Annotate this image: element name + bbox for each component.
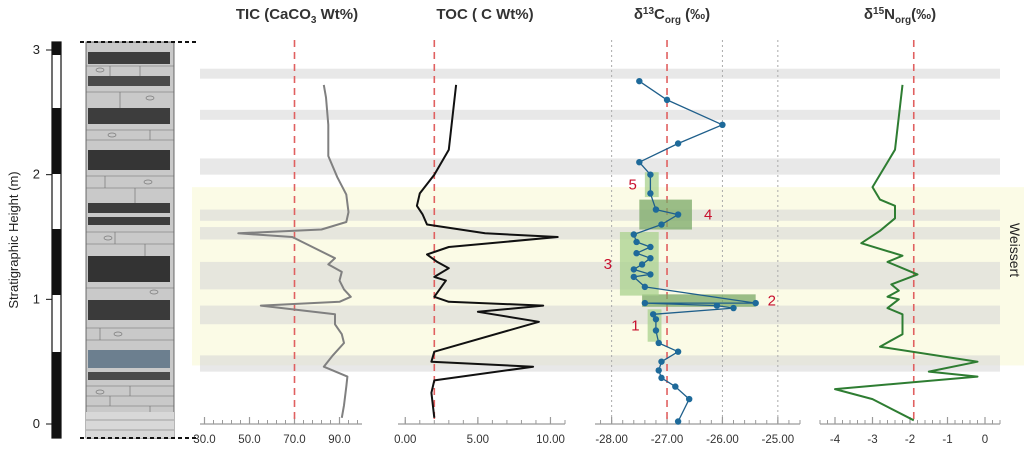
grey-band [200, 261, 1000, 290]
x-tick-label: 0 [982, 434, 988, 446]
x-tick-label: 50.0 [238, 434, 260, 446]
y-axis-ticks: 0 1 2 3 [33, 42, 52, 431]
weissert-event-label: Weissert [1007, 223, 1023, 277]
data-point [752, 299, 759, 307]
lithology-column [80, 41, 196, 439]
data-point [630, 266, 637, 273]
data-point [652, 206, 660, 213]
data-point [658, 358, 665, 365]
toc-panel: 0.00 5.00 10.00 [394, 40, 566, 446]
data-point [674, 140, 682, 147]
tic-series-line [237, 84, 352, 418]
grey-band [200, 109, 1000, 120]
scale-bar [51, 41, 62, 439]
data-point [658, 374, 665, 382]
data-point [647, 243, 654, 251]
data-point [713, 302, 721, 309]
d13c-panel: -28.00 -27.00 -26.00 -25.00 1 2 3 4 5 [595, 40, 801, 446]
interval-box [639, 199, 692, 230]
data-point [630, 231, 637, 238]
x-tick-label: 90.0 [328, 434, 350, 446]
data-point [663, 96, 671, 104]
data-point [641, 299, 649, 307]
data-point [647, 190, 654, 197]
interval-label: 4 [704, 207, 712, 224]
x-tick-label: 0.00 [394, 434, 416, 446]
x-tick-label: -2 [905, 434, 915, 446]
data-point [647, 171, 654, 178]
data-point [719, 121, 726, 128]
data-point [647, 254, 654, 262]
x-tick-label: -25.00 [762, 434, 795, 446]
toc-panel-title: TOC ( C Wt%) [436, 6, 533, 23]
x-tick-label: -28.00 [595, 434, 628, 446]
x-tick-label: -27.00 [651, 434, 684, 446]
d15n-panel: -4 -3 -2 -1 0 [819, 40, 1001, 446]
interval-label: 3 [604, 256, 612, 273]
data-point [655, 339, 662, 347]
data-point [674, 348, 682, 355]
grey-band [200, 355, 1000, 372]
x-tick-label: -26.00 [706, 434, 739, 446]
data-point [674, 211, 682, 218]
data-point [633, 250, 640, 257]
grey-band [200, 305, 1000, 325]
y-tick-label: 1 [33, 291, 40, 306]
d15n-series-line [834, 84, 979, 422]
data-panels: 30.0 50.0 70.0 90.0 0.00 5.00 10.00 -28.00 -27.0… [193, 40, 1001, 446]
data-point [658, 221, 665, 228]
data-point [633, 238, 640, 246]
data-point [730, 304, 737, 312]
y-tick-label: 3 [33, 42, 40, 57]
grey-band [200, 209, 1000, 221]
tic-panel: 30.0 50.0 70.0 90.0 [193, 40, 362, 446]
data-point [672, 383, 679, 390]
data-point [649, 311, 657, 318]
x-tick-label: 5.00 [467, 434, 489, 446]
y-axis-label: Stratigraphic Height (m) [6, 171, 21, 308]
grey-band [200, 158, 1000, 175]
x-tick-label: 70.0 [283, 434, 305, 446]
data-point [652, 327, 660, 334]
x-tick-label: 10.00 [536, 434, 565, 446]
data-point [630, 273, 637, 281]
toc-series-line [415, 84, 559, 418]
y-tick-label: 0 [33, 416, 40, 431]
data-point [655, 367, 662, 374]
data-point [636, 159, 643, 166]
x-tick-label: 30.0 [193, 434, 215, 446]
d15n-panel-title: δ15Norg(‰) [864, 6, 936, 26]
x-tick-label: -4 [830, 434, 841, 446]
interval-label: 1 [631, 318, 639, 335]
data-point [641, 283, 649, 291]
data-point [685, 395, 693, 403]
x-tick-label: -3 [867, 434, 877, 446]
grey-band [200, 227, 1000, 240]
data-point [636, 77, 643, 85]
data-point [652, 316, 660, 323]
y-tick-label: 2 [33, 167, 40, 182]
data-point [638, 261, 646, 268]
interval-label: 5 [629, 177, 637, 194]
tic-panel-title: TIC (CaCO3 Wt%) [236, 6, 358, 26]
grey-bands [200, 68, 1000, 372]
grey-band [200, 68, 1000, 79]
d13c-panel-title: δ13Corg (‰) [634, 6, 710, 26]
data-point [674, 418, 682, 425]
interval-label: 2 [768, 293, 776, 310]
interval-box [644, 172, 659, 198]
x-tick-label: -1 [942, 434, 952, 446]
data-point [647, 271, 654, 278]
